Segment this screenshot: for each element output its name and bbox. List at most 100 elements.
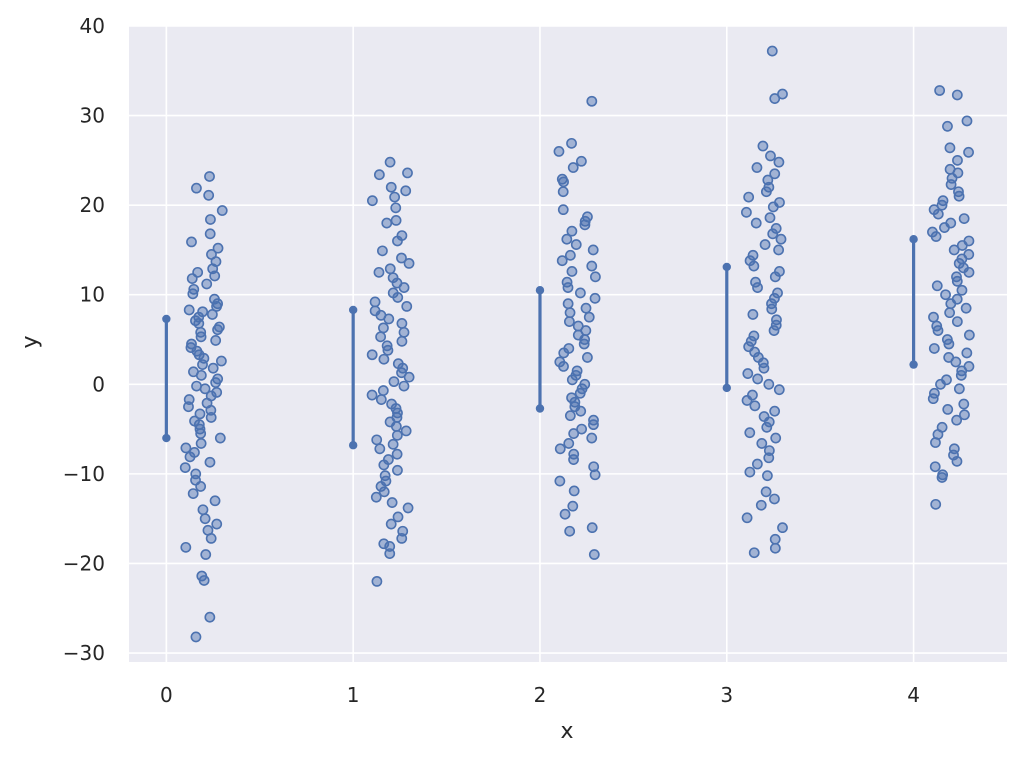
data-point <box>400 425 412 437</box>
data-point <box>566 266 578 277</box>
data-point <box>767 228 779 240</box>
data-point <box>193 317 205 329</box>
data-point <box>761 421 773 433</box>
data-point <box>945 179 957 190</box>
data-point <box>212 324 223 336</box>
y-tick-label: 20 <box>80 193 105 217</box>
data-point <box>366 349 378 361</box>
data-point <box>554 475 566 487</box>
data-point <box>568 454 579 465</box>
data-point <box>769 533 781 545</box>
data-point <box>745 335 757 347</box>
data-point <box>186 236 197 248</box>
data-point <box>747 309 759 320</box>
data-point <box>186 338 197 350</box>
data-point <box>588 419 599 431</box>
data-point <box>575 405 587 417</box>
data-point <box>586 260 598 272</box>
data-point <box>402 167 413 179</box>
data-point <box>944 307 956 319</box>
x-tick-label: 0 <box>160 683 173 707</box>
data-point <box>756 438 768 449</box>
y-tick-label: 40 <box>80 14 105 38</box>
data-point <box>747 249 759 261</box>
data-point <box>759 239 771 250</box>
data-point <box>942 120 953 132</box>
data-point <box>767 201 779 213</box>
data-point <box>392 292 404 303</box>
data-point <box>212 242 224 254</box>
data-point <box>563 438 575 449</box>
data-point <box>378 459 390 471</box>
data-point <box>387 438 399 450</box>
data-point <box>744 427 756 439</box>
data-point <box>390 421 402 432</box>
data-point <box>769 493 780 505</box>
data-point <box>744 466 756 478</box>
data-point <box>741 206 752 218</box>
data-point <box>211 300 222 312</box>
x-tick-label: 1 <box>347 683 360 707</box>
data-point <box>391 448 403 460</box>
data-point <box>748 547 760 559</box>
data-point <box>958 213 970 224</box>
x-tick-label: 3 <box>720 683 733 707</box>
data-point <box>396 532 408 544</box>
data-point <box>749 346 761 358</box>
data-point <box>554 443 566 455</box>
data-point <box>928 343 940 354</box>
data-point <box>374 443 386 455</box>
data-point <box>392 235 403 247</box>
data-point <box>382 344 394 356</box>
data-point <box>377 385 389 396</box>
data-point <box>960 302 972 314</box>
data-point <box>385 181 397 193</box>
data-point <box>373 169 385 181</box>
data-point <box>556 255 568 267</box>
data-point <box>590 271 601 283</box>
data-point <box>773 384 785 396</box>
data-point <box>179 462 191 474</box>
data-point <box>953 383 965 395</box>
data-point <box>201 278 213 290</box>
data-point <box>944 142 956 154</box>
data-point <box>582 352 593 363</box>
data-point <box>931 280 943 292</box>
data-point <box>586 95 598 107</box>
data-point <box>955 369 967 381</box>
data-point <box>391 429 403 441</box>
data-point <box>400 185 412 197</box>
data-point <box>751 458 763 470</box>
data-point <box>204 171 215 182</box>
data-point <box>398 380 410 392</box>
range-high-marker <box>348 305 358 315</box>
range-bars <box>162 234 918 450</box>
data-point <box>749 400 761 412</box>
data-point <box>769 292 780 304</box>
data-point <box>587 244 599 256</box>
data-point <box>558 347 570 359</box>
data-point <box>567 500 579 512</box>
data-point <box>770 223 782 234</box>
data-point <box>588 461 600 473</box>
data-point <box>211 518 223 530</box>
data-point <box>366 195 378 207</box>
data-point <box>929 461 941 473</box>
data-point <box>764 212 776 224</box>
data-point <box>930 498 942 510</box>
data-point <box>398 282 410 293</box>
data-point <box>209 495 221 507</box>
data-point <box>958 398 970 410</box>
data-point <box>195 481 207 492</box>
data-point <box>766 303 778 315</box>
data-point <box>586 522 598 534</box>
data-point <box>390 214 402 226</box>
data-point <box>187 288 199 300</box>
data-point <box>398 326 410 338</box>
data-point <box>951 414 963 426</box>
data-point <box>951 89 963 101</box>
data-point <box>961 347 973 359</box>
data-point <box>199 383 211 395</box>
data-point <box>579 215 591 227</box>
